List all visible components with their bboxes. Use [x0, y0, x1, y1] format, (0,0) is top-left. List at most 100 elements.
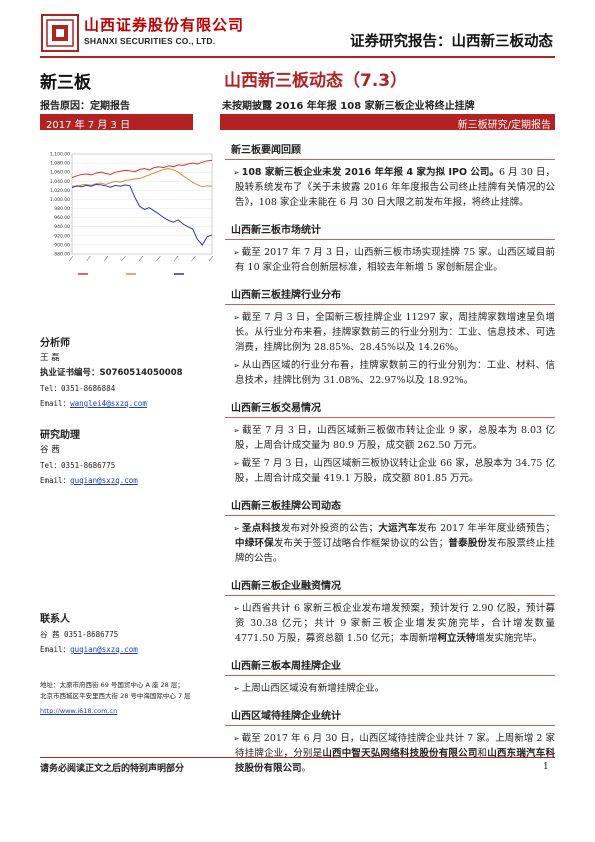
bullet-paragraph: ➢ 上周山西区域没有新增挂牌企业。 — [225, 681, 555, 696]
paragraph-text: 6 月 30 日，股转系统发布了《关于未披露 2016 年年度报告公司终止挂牌有… — [235, 167, 555, 208]
arrow-bullet-icon: ➢ — [233, 524, 240, 533]
x-tick-mark — [68, 255, 74, 262]
series-line — [71, 159, 213, 179]
bullet-paragraph: ➢ 截至 7 月 3 日，山西区域新三板做市转让企业 9 家，总股本为 8.03 … — [225, 423, 555, 453]
arrow-bullet-icon: ➢ — [233, 426, 240, 435]
assistant-name: 谷 茜 — [40, 445, 60, 455]
report-subtitle: 未按期披露 2016 年年报 108 家新三板企业将终止挂牌 — [222, 101, 475, 112]
y-tick-label: 1,080.00 — [50, 161, 70, 167]
x-tick-mark — [173, 255, 179, 262]
y-tick-label: 900.00 — [54, 242, 70, 248]
company-name: 柯立沃特 — [437, 633, 476, 644]
x-tick-mark — [156, 255, 161, 262]
assistant-email-label: Email： — [40, 476, 71, 485]
analyst-name: 王 磊 — [40, 353, 60, 363]
bullet-paragraph: ➢ 截至 7 月 3 日，山西区域新三板协议转让企业 66 家，总股本为 34.7… — [225, 456, 555, 486]
paragraph-text: 发布对外投资的公告； — [280, 523, 379, 534]
company-name: 大运汽车 — [378, 523, 418, 534]
assistant-email-line: Email：guqian@sxzq.com — [40, 473, 200, 488]
report-reason: 报告原因：定期报告 — [40, 101, 130, 112]
footer-divider — [40, 757, 555, 758]
date-bar — [40, 114, 193, 130]
x-tick-mark — [86, 255, 91, 262]
company-name: 圣点科技 — [241, 523, 281, 534]
analyst-tel: Tel：0351-8686884 — [40, 384, 116, 393]
assistant-tel: Tel：0351-8686775 — [40, 461, 116, 470]
paragraph-text: 截至 7 月 3 日，山西区域新三板协议转让企业 66 家，总股本为 34.75… — [235, 458, 555, 484]
company-name-cn: 山西证券股份有限公司 — [84, 16, 245, 34]
y-tick-label: 1,100.00 — [50, 152, 70, 158]
arrow-bullet-icon: ➢ — [233, 168, 240, 177]
company-name-en: SHANXI SECURITIES CO., LTD. — [84, 36, 216, 46]
bullet-paragraph: ➢ 截至 2017 年 7 月 3 日，山西新三板市场实现挂牌 75 家。山西区域… — [225, 245, 555, 275]
contact-block: 联系人 谷 茜 0351-8686775 Email：guqian@sxzq.c… — [40, 612, 200, 657]
bullet-paragraph: ➢ 山西省共计 6 家新三板企业发布增发预案，预计发行 2.90 亿股，预计募资 … — [225, 601, 555, 646]
bullet-paragraph: ➢ 截至 7 月 3 日，全国新三板挂牌企业 11297 家，周挂牌家数增速呈负增… — [225, 310, 555, 355]
cert-line: 执业证书编号：S0760514050008 — [40, 366, 200, 381]
arrow-bullet-icon: ➢ — [233, 734, 240, 743]
paragraph-text: 发布股票终止挂牌的公告。 — [235, 538, 555, 564]
section-heading: 山西区域待挂牌企业统计 — [225, 704, 555, 726]
company-name: 山西东瑞汽车科技股份有限公司 — [235, 748, 555, 774]
paragraph-text: 发布 2017 年半年度业绩预告； — [417, 523, 555, 534]
section-heading: 山西新三板企业融资情况 — [225, 574, 555, 596]
company-logo — [41, 14, 79, 52]
bullet-paragraph: ➢ 圣点科技发布对外投资的公告；大运汽车发布 2017 年半年度业绩预告； 中绿环保… — [225, 521, 555, 566]
paragraph-text: 截至 7 月 3 日，全国新三板挂牌企业 11297 家，周挂牌家数增速呈负增长… — [235, 312, 555, 353]
x-tick-mark — [208, 255, 214, 262]
analyst-email-label: Email： — [40, 399, 71, 408]
arrow-bullet-icon: ➢ — [233, 459, 240, 468]
report-series-title: 证券研究报告：山西新三板动态 — [350, 34, 553, 50]
paragraph-text: 发布关于签订战略合作框架协议的公告； — [273, 538, 449, 549]
address-beijing: 北京市西城区平安里西大街 28 号中海国际中心 7 层 — [40, 692, 191, 700]
section-heading: 山西新三板市场统计 — [225, 218, 555, 240]
arrow-bullet-icon: ➢ — [233, 248, 240, 257]
y-tick-label: 1,060.00 — [50, 170, 70, 176]
contact-tel: 谷 茜 0351-8686775 — [40, 630, 119, 639]
y-tick-label: 880.00 — [54, 252, 70, 258]
section-heading: 山西新三板挂牌公司动态 — [225, 494, 555, 516]
y-tick-label: 920.00 — [54, 233, 70, 239]
section-heading: 山西新三板交易情况 — [225, 396, 555, 418]
website-link[interactable]: http://www.i618.com.cn — [40, 707, 118, 715]
bullet-paragraph: ➢ 截至 2017 年 6 月 30 日，山西区域待挂牌企业共计 7 家。上周新增… — [225, 731, 555, 776]
company-name: 山西中智天弘网络科技股份有限公司 — [322, 748, 478, 759]
assistant-block: 研究助理 谷 茜 Tel：0351-8686775 Email：guqian@s… — [40, 428, 200, 488]
x-tick-mark — [121, 255, 126, 262]
x-tick-mark — [191, 255, 196, 262]
paragraph-text: 截至 2017 年 6 月 30 日，山西区域待挂牌企业共计 7 家。上周新增 … — [235, 733, 555, 759]
paragraph-text: 截至 2017 年 7 月 3 日，山西新三板市场实现挂牌 75 家。山西区域目… — [235, 247, 555, 273]
y-tick-label: 1,040.00 — [50, 179, 70, 185]
section-heading: 新三板要闻回顾 — [225, 138, 555, 160]
paragraph-text: 和 — [477, 748, 488, 759]
company-seal-icon — [41, 14, 79, 52]
arrow-bullet-icon: ➢ — [233, 313, 240, 322]
cert-label: 执业证书编号： — [40, 368, 100, 378]
x-tick-mark — [103, 255, 109, 262]
address-block: 地址：太原市府西街 69 号国贸中心 A 座 28 层； 北京市西城区平安里西大… — [40, 680, 205, 717]
bullet-paragraph: ➢ 从山西区域的行业分布看，挂牌家数前三的行业分别为：工业、材料、信息技术，挂牌比… — [225, 358, 555, 388]
footer-disclaimer: 请务必阅读正文之后的特别声明部分 — [40, 764, 185, 774]
section-heading: 山西新三板本周挂牌企业 — [225, 654, 555, 676]
analyst-email[interactable]: wanglei4@sxzq.com — [70, 399, 147, 408]
content-column: 新三板要闻回顾 ➢ 108 家新三板企业未发 2016 年年报 4 家为拟 IPO … — [225, 138, 555, 784]
contact-email[interactable]: guqian@sxzq.com — [70, 645, 138, 654]
paragraph-text: 从山西区域的行业分布看，挂牌家数前三的行业分别为：工业、材料、信息技术，挂牌比例… — [235, 360, 555, 386]
assistant-heading: 研究助理 — [40, 430, 80, 441]
contact-heading: 联系人 — [40, 614, 70, 625]
bullet-paragraph: ➢ 108 家新三板企业未发 2016 年年报 4 家为拟 IPO 公司。6 月 … — [225, 165, 555, 210]
paragraph-text: 增发实施完毕。 — [475, 633, 543, 644]
y-tick-label: 940.00 — [54, 224, 70, 230]
section-name: 新三板 — [40, 73, 91, 93]
index-trend-chart: 1,100.00 1,080.00 1,060.00 1,040.00 1,020.00… — [40, 148, 215, 280]
x-tick-mark — [138, 255, 144, 262]
paragraph-text: 截至 7 月 3 日，山西区域新三板做市转让企业 9 家，总股本为 8.03 亿… — [235, 425, 555, 451]
report-date: 2017 年 7 月 3 日 — [46, 120, 131, 131]
page-number: 1 — [543, 762, 549, 772]
series-line — [71, 183, 213, 246]
chart-svg: 1,100.00 1,080.00 1,060.00 1,040.00 1,020.00… — [50, 152, 214, 275]
assistant-email[interactable]: guqian@sxzq.com — [70, 476, 138, 485]
company-name: 普泰股份 — [448, 538, 488, 549]
y-tick-label: 980.00 — [54, 206, 70, 212]
arrow-bullet-icon: ➢ — [233, 684, 240, 693]
